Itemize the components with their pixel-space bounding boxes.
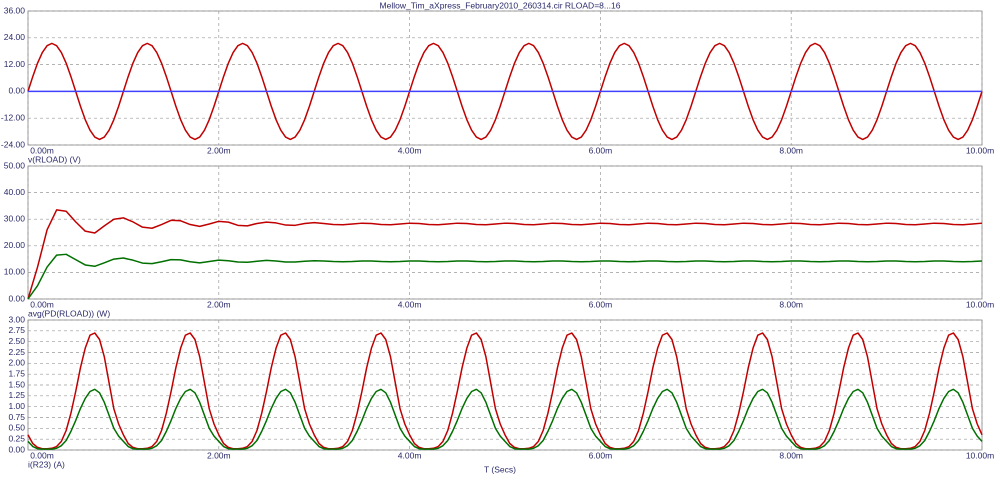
x-tick-label: 4.00m [398,299,422,309]
x-tick-label: 8.00m [779,299,803,309]
x-tick-label: 2.00m [207,145,231,155]
chart-title: Mellow_Tim_aXpress_February2010_260314.c… [380,0,621,10]
data-line [27,332,983,450]
y-tick-label: 40.00 [4,187,26,197]
x-tick-label: 0.00m [30,299,54,309]
y-tick-label: 0.00 [8,444,25,454]
y-tick-label: -24.00 [1,139,25,149]
y-tick-label: 0.50 [8,423,25,433]
y-tick-label: 0.25 [8,433,25,443]
x-tick-label: 8.00m [779,450,803,460]
x-tick-label: 10.00m [966,299,994,309]
y-tick-label: 30.00 [4,213,26,223]
y-axis-title: i(R23) (A) [28,459,65,469]
x-tick-label: 0.00m [30,145,54,155]
y-tick-label: 2.00 [8,358,25,368]
data-line [27,253,983,300]
x-tick-label: 10.00m [966,145,994,155]
y-tick-label: -12.00 [1,112,25,122]
y-tick-label: 0.00 [8,293,25,303]
x-tick-label: 6.00m [589,299,613,309]
x-tick-label: 6.00m [589,450,613,460]
x-tick-label: 0.00m [30,450,54,460]
y-tick-label: 36.00 [4,5,26,15]
plot-frame [27,165,983,300]
x-tick-label: 4.00m [398,450,422,460]
x-axis-title: T (Secs) [484,464,516,474]
x-tick-label: 8.00m [779,145,803,155]
x-tick-label: 2.00m [207,450,231,460]
x-tick-label: 10.00m [966,450,994,460]
y-tick-label: 1.00 [8,401,25,411]
y-tick-label: 12.00 [4,59,26,69]
y-axis-title: avg(PD(RLOAD)) (W) [28,308,110,318]
y-tick-label: 1.25 [8,390,25,400]
y-tick-label: 24.00 [4,32,26,42]
data-line [27,388,983,450]
x-tick-label: 6.00m [589,145,613,155]
y-tick-label: 50.00 [4,160,26,170]
data-line [27,209,983,300]
x-tick-label: 4.00m [398,145,422,155]
y-tick-label: 0.75 [8,412,25,422]
plot-frame [27,10,983,146]
y-tick-label: 1.50 [8,379,25,389]
x-tick-label: 2.00m [207,299,231,309]
y-tick-label: 1.75 [8,368,25,378]
y-tick-label: 2.50 [8,336,25,346]
y-tick-label: 20.00 [4,240,26,250]
y-tick-label: 3.00 [8,314,25,324]
plot-frame [27,319,983,451]
y-tick-label: 0.00 [8,86,25,96]
y-tick-label: 2.25 [8,347,25,357]
y-tick-label: 10.00 [4,267,26,277]
y-axis-title: v(RLOAD) (V) [28,154,81,164]
y-tick-label: 2.75 [8,325,25,335]
